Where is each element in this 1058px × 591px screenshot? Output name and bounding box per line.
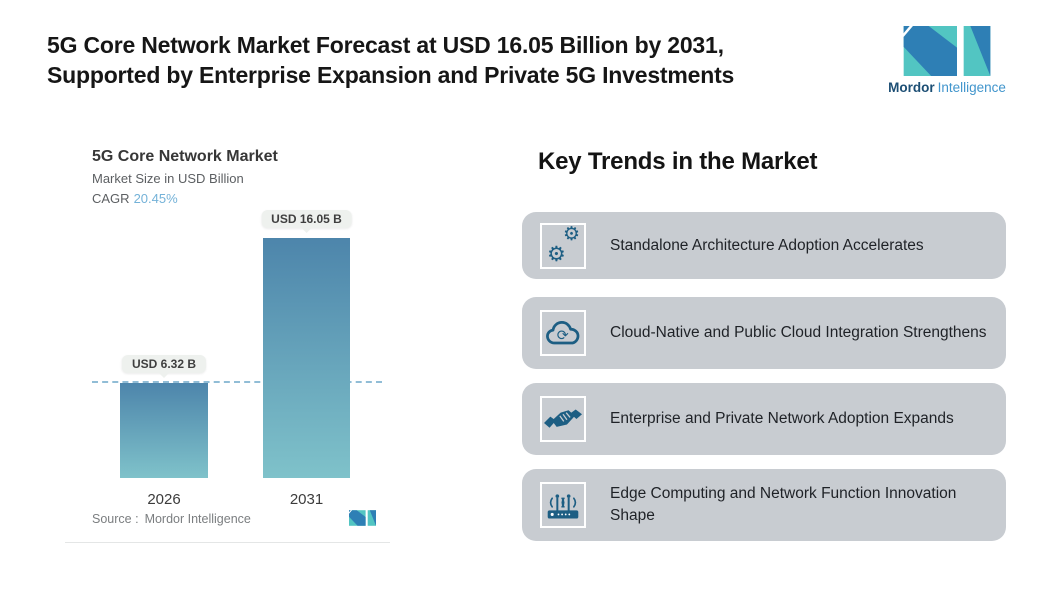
chart-cagr: CAGR 20.45% xyxy=(92,191,178,206)
source-label: Source : xyxy=(92,512,139,526)
mordor-intelligence-logo: Mordor Intelligence xyxy=(878,26,1016,95)
cagr-value: 20.45% xyxy=(133,191,178,206)
source-value: Mordor Intelligence xyxy=(144,512,251,526)
trends-heading: Key Trends in the Market xyxy=(538,148,818,175)
cloud-sync-icon: ⟳ xyxy=(540,310,586,356)
bar-group-2031: USD 16.05 B 2031 xyxy=(261,140,352,508)
chart-title: 5G Core Network Market xyxy=(92,148,278,165)
axis-label-2031: 2031 xyxy=(289,491,324,508)
svg-text:⟳: ⟳ xyxy=(557,328,569,344)
mordor-logo-icon xyxy=(901,26,991,76)
brand-name-bold: Mordor xyxy=(888,80,935,95)
data-label-2031: USD 16.05 B xyxy=(261,210,352,228)
chart-bar-2026 xyxy=(120,383,208,478)
chart-source: Source : Mordor Intelligence xyxy=(92,509,382,529)
trend-card-enterprise-private: Enterprise and Private Network Adoption … xyxy=(522,383,1006,455)
trend-text: Standalone Architecture Adoption Acceler… xyxy=(610,236,924,254)
trend-text: Enterprise and Private Network Adoption … xyxy=(610,410,954,427)
trend-text: Edge Computing and Network Function Inno… xyxy=(610,485,957,524)
handshake-icon xyxy=(540,396,586,442)
page-title: 5G Core Network Market Forecast at USD 1… xyxy=(47,32,735,88)
source-mordor-logo-icon xyxy=(348,509,376,529)
chart-bar-2031 xyxy=(263,238,350,478)
axis-label-2026: 2026 xyxy=(147,491,181,508)
chart-bottom-divider xyxy=(65,542,390,543)
router-signal-icon xyxy=(540,482,586,528)
brand-name-light: Intelligence xyxy=(937,80,1006,95)
cagr-label: CAGR xyxy=(92,191,130,206)
bar-group-2026: USD 6.32 B 2026 xyxy=(120,140,208,508)
market-forecast-chart: 5G Core Network Market Market Size in US… xyxy=(65,140,390,552)
trend-card-edge-computing: Edge Computing and Network Function Inno… xyxy=(522,469,1006,541)
trend-text: Cloud-Native and Public Cloud Integratio… xyxy=(610,324,987,341)
reference-dashed-line xyxy=(92,381,382,383)
gears-icon: ⚙ ⚙ xyxy=(540,222,586,269)
chart-plot-area: USD 6.32 B 2026 USD 16.05 B 2031 xyxy=(65,140,390,508)
trend-card-standalone-architecture: ⚙ ⚙ Standalone Architecture Adoption Acce… xyxy=(522,212,1006,279)
data-label-2026: USD 6.32 B xyxy=(121,355,207,373)
trend-card-cloud-native: ⟳ Cloud-Native and Public Cloud Integrat… xyxy=(522,297,1006,369)
chart-subtitle: Market Size in USD Billion xyxy=(92,171,244,186)
brand-wordmark: Mordor Intelligence xyxy=(878,80,1016,95)
